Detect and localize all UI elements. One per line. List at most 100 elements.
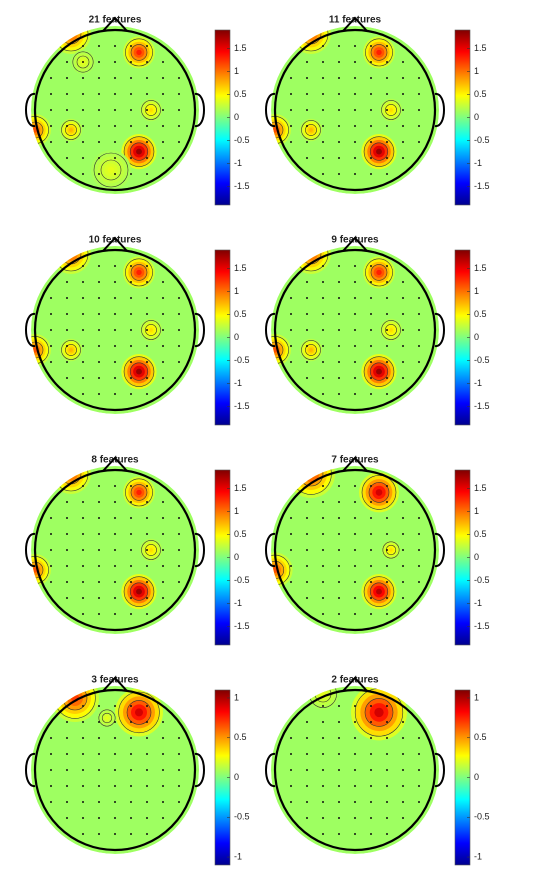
electrode bbox=[402, 93, 404, 95]
electrode bbox=[114, 329, 116, 331]
electrode bbox=[162, 297, 164, 299]
electrode bbox=[98, 817, 100, 819]
electrode bbox=[322, 265, 324, 267]
electrode bbox=[418, 785, 420, 787]
electrode bbox=[402, 157, 404, 159]
contour-line bbox=[141, 100, 161, 120]
electrode bbox=[82, 313, 84, 315]
electrode bbox=[386, 753, 388, 755]
electrode bbox=[290, 533, 292, 535]
electrode bbox=[98, 109, 100, 111]
nose bbox=[342, 456, 368, 472]
electrode bbox=[402, 297, 404, 299]
electrode bbox=[354, 345, 356, 347]
electrode bbox=[370, 721, 372, 723]
electrode bbox=[306, 61, 308, 63]
colorbar-tick-label: 0.5 bbox=[234, 529, 247, 539]
electrode bbox=[306, 157, 308, 159]
electrode bbox=[338, 533, 340, 535]
hotspot-band bbox=[376, 368, 382, 375]
electrode bbox=[66, 109, 68, 111]
hotspot-band bbox=[374, 707, 384, 718]
electrode bbox=[82, 77, 84, 79]
electrode bbox=[66, 297, 68, 299]
colorbar-tick-label: 0.5 bbox=[474, 309, 487, 319]
electrode bbox=[82, 533, 84, 535]
contour-line bbox=[363, 136, 395, 167]
electrode bbox=[98, 565, 100, 567]
electrode bbox=[82, 549, 84, 551]
electrode bbox=[82, 485, 84, 487]
electrode bbox=[66, 377, 68, 379]
electrode bbox=[98, 785, 100, 787]
electrode bbox=[322, 597, 324, 599]
electrode bbox=[290, 329, 292, 331]
electrode bbox=[322, 517, 324, 519]
electrode bbox=[290, 109, 292, 111]
electrode bbox=[306, 565, 308, 567]
electrode bbox=[338, 833, 340, 835]
electrode bbox=[114, 141, 116, 143]
nose bbox=[102, 16, 128, 32]
electrode bbox=[82, 613, 84, 615]
electrode bbox=[354, 297, 356, 299]
electrode bbox=[146, 157, 148, 159]
electrode bbox=[98, 93, 100, 95]
contour-line bbox=[363, 576, 395, 607]
electrode bbox=[322, 721, 324, 723]
electrode bbox=[162, 785, 164, 787]
electrode bbox=[386, 297, 388, 299]
colorbar-tick-label: 0.5 bbox=[234, 89, 247, 99]
colorbar-tick-label: 0 bbox=[474, 112, 479, 122]
electrode bbox=[178, 361, 180, 363]
electrode bbox=[178, 785, 180, 787]
electrode bbox=[402, 581, 404, 583]
topoplot-panel: 21 features -1.5 -1 -0.5 0 0.5 1 1.5 bbox=[25, 15, 250, 206]
electrode bbox=[338, 77, 340, 79]
electrode bbox=[402, 517, 404, 519]
electrode bbox=[98, 141, 100, 143]
electrode bbox=[402, 549, 404, 551]
colorbar-tick-label: -1 bbox=[234, 158, 242, 168]
electrode bbox=[114, 533, 116, 535]
electrode bbox=[290, 297, 292, 299]
nose bbox=[102, 676, 128, 692]
contour-line bbox=[125, 478, 153, 507]
electrode bbox=[50, 297, 52, 299]
left-ear bbox=[25, 753, 36, 787]
colorbar-tick-label: 1 bbox=[234, 286, 239, 296]
electrode bbox=[370, 817, 372, 819]
electrode bbox=[370, 753, 372, 755]
electrode bbox=[322, 313, 324, 315]
electrode bbox=[386, 549, 388, 551]
electrode bbox=[306, 93, 308, 95]
electrode bbox=[98, 517, 100, 519]
contour-line bbox=[145, 324, 157, 336]
electrode bbox=[66, 345, 68, 347]
electrode bbox=[178, 549, 180, 551]
colorbar-tick-label: -1 bbox=[474, 158, 482, 168]
contour-line bbox=[123, 576, 155, 607]
electrode bbox=[146, 345, 148, 347]
hotspot-band bbox=[69, 348, 73, 352]
colorbar-tick-label: 1.5 bbox=[234, 43, 247, 53]
electrode bbox=[370, 785, 372, 787]
contour-line bbox=[65, 344, 77, 356]
electrode bbox=[338, 705, 340, 707]
electrode bbox=[66, 549, 68, 551]
contour-line bbox=[65, 124, 77, 136]
hotspot-band bbox=[67, 30, 75, 38]
electrode bbox=[178, 329, 180, 331]
electrode bbox=[130, 565, 132, 567]
contour-line bbox=[130, 264, 148, 281]
electrode bbox=[98, 533, 100, 535]
electrode bbox=[146, 141, 148, 143]
electrode bbox=[386, 141, 388, 143]
electrode bbox=[354, 769, 356, 771]
electrode bbox=[146, 753, 148, 755]
electrode bbox=[354, 565, 356, 567]
electrode bbox=[66, 517, 68, 519]
electrode bbox=[98, 329, 100, 331]
electrode bbox=[370, 281, 372, 283]
electrode bbox=[146, 581, 148, 583]
